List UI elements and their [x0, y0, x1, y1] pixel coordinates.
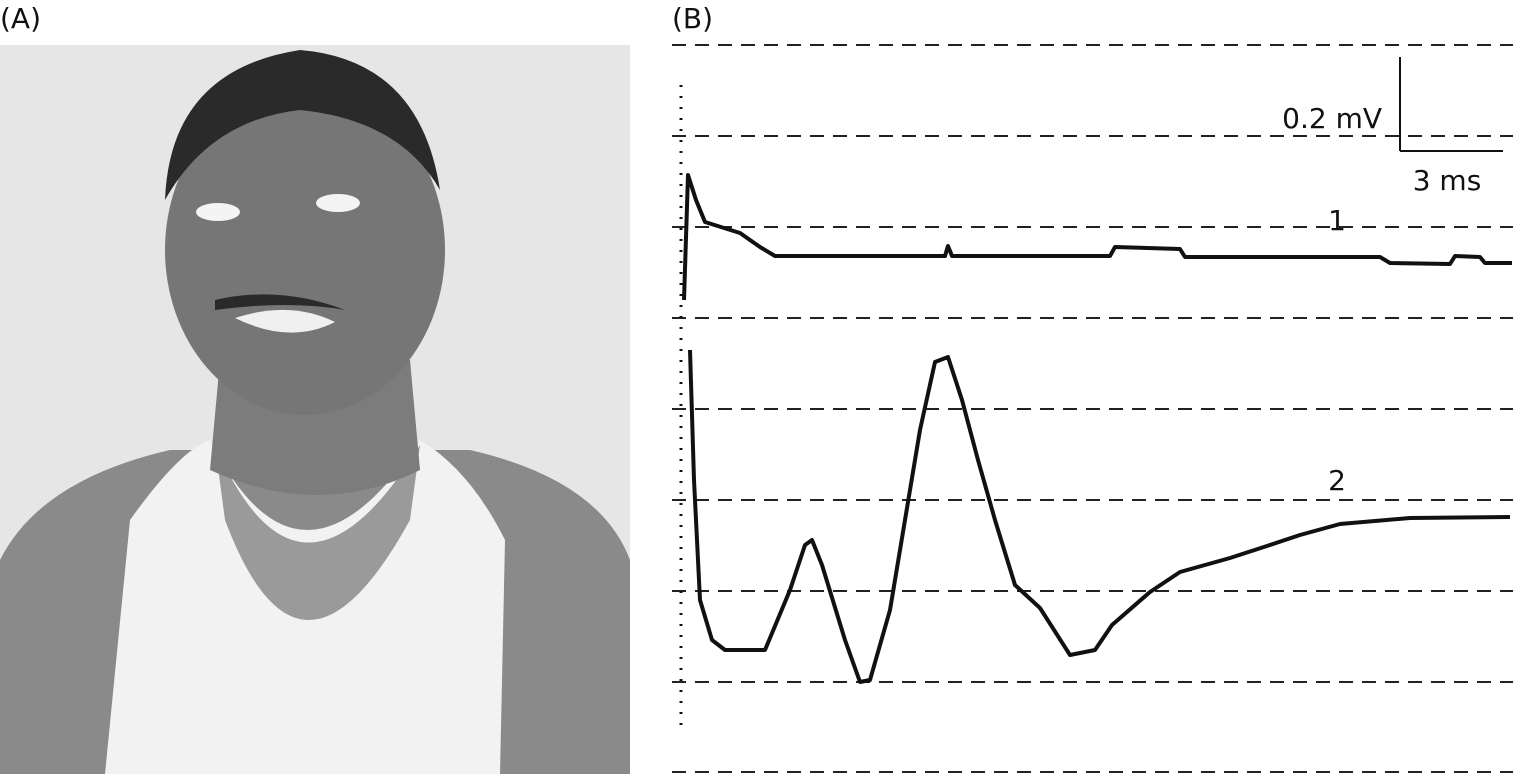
photo [0, 45, 630, 774]
panel-label: (A) [0, 2, 41, 35]
panel-label: (B) [672, 2, 713, 35]
trace-2 [688, 349, 1511, 684]
dashed-grid [672, 44, 1513, 773]
trace-1 [682, 173, 1512, 301]
trace-label: 1 [1328, 204, 1346, 237]
scale-bar [1399, 57, 1503, 152]
time-scale-label: 3 ms [1413, 164, 1482, 197]
trace-label: 2 [1328, 464, 1346, 497]
voltage-scale-label: 0.2 mV [1282, 102, 1382, 135]
